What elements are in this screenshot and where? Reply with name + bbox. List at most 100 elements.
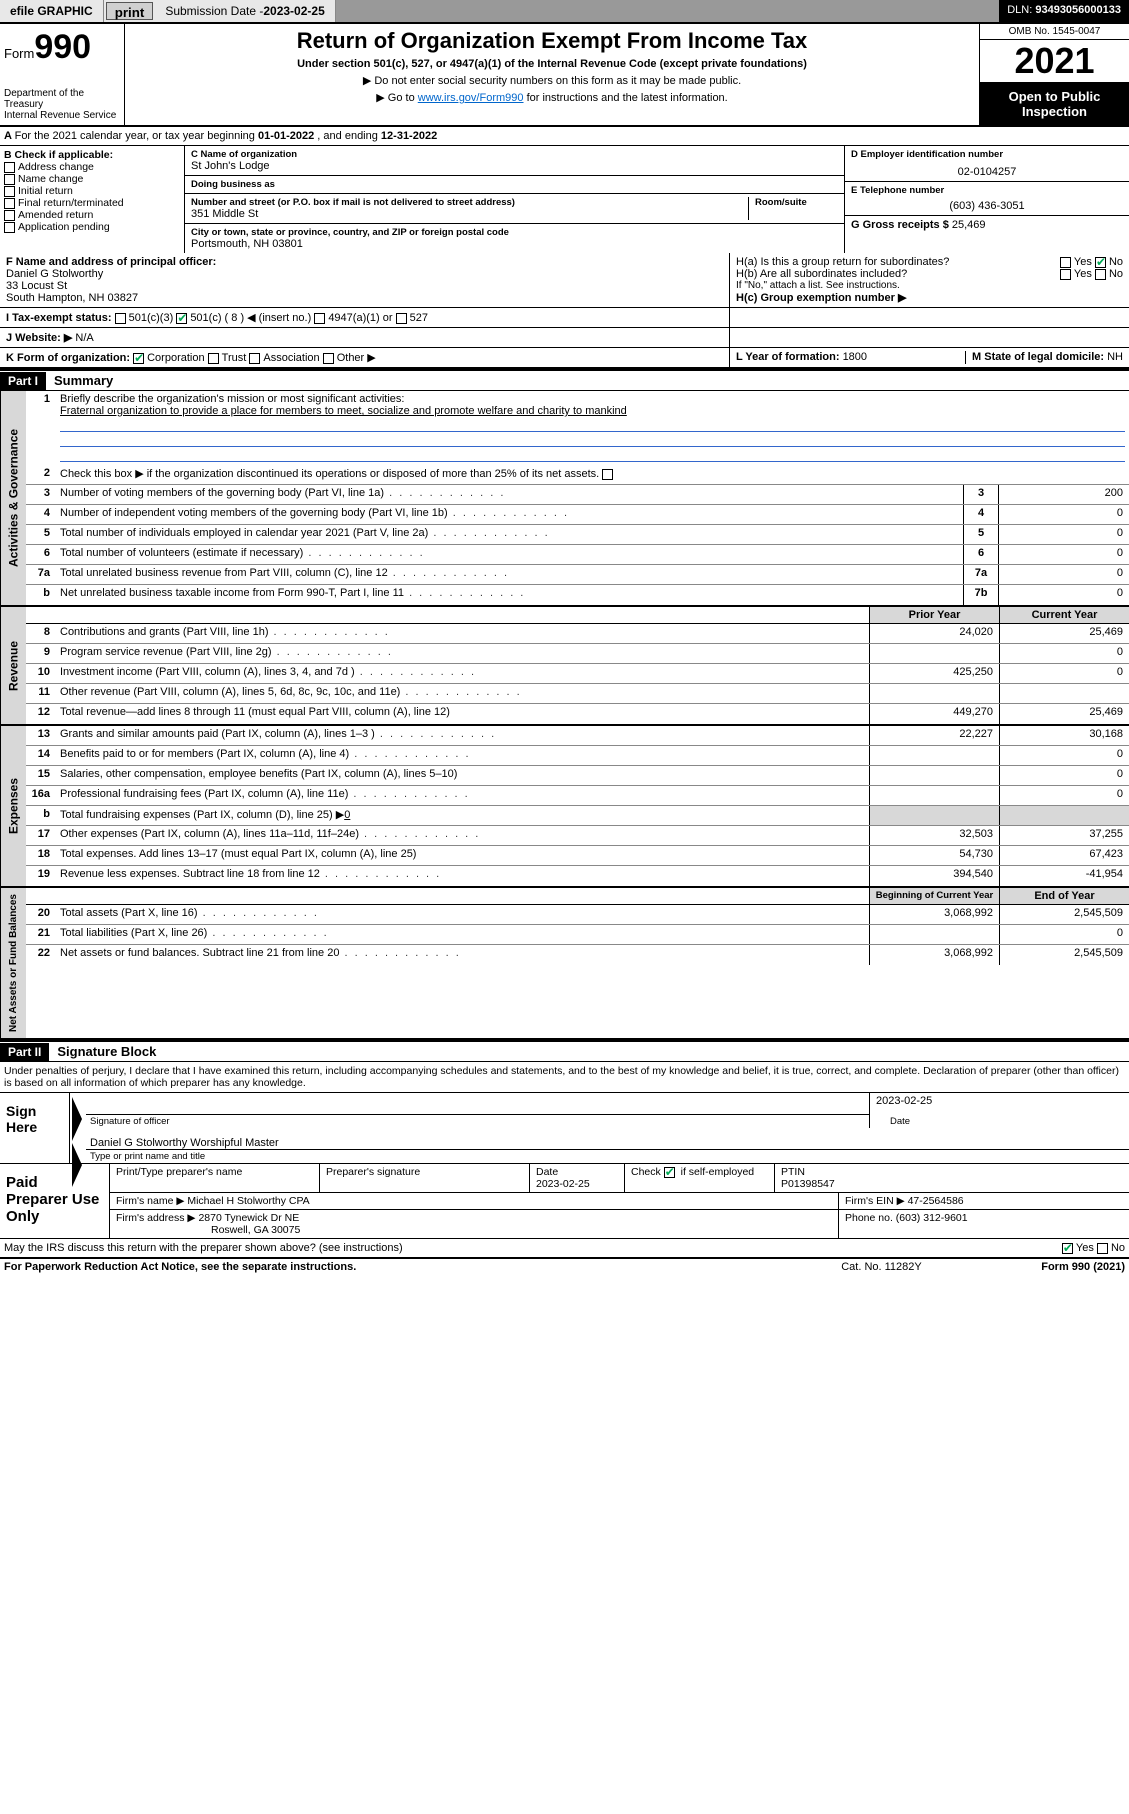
chk-501c3[interactable] — [115, 313, 126, 324]
chk-final[interactable] — [4, 198, 15, 209]
submission-date: 2023-02-25 — [263, 4, 324, 18]
dept-treasury: Department of the Treasury Internal Reve… — [4, 88, 120, 121]
discuss-row: May the IRS discuss this return with the… — [0, 1239, 1129, 1258]
form-header: Form990 Department of the Treasury Inter… — [0, 24, 1129, 127]
c-city-label: City or town, state or province, country… — [191, 227, 838, 238]
chk-discuss-yes[interactable] — [1062, 1243, 1073, 1254]
chk-ha-no[interactable] — [1095, 257, 1106, 268]
j-label: J Website: ▶ — [6, 332, 75, 344]
part2-title: Signature Block — [49, 1042, 164, 1061]
chk-corp[interactable] — [133, 353, 144, 364]
ptin-label: PTIN — [781, 1166, 1123, 1178]
v4: 0 — [999, 505, 1129, 524]
part2-badge: Part II — [0, 1043, 49, 1061]
chk-amended[interactable] — [4, 210, 15, 221]
e21: 0 — [999, 925, 1129, 944]
p11 — [869, 684, 999, 703]
firm-phone: (603) 312-9601 — [896, 1212, 968, 1224]
chk-assoc[interactable] — [249, 353, 260, 364]
top-bar: efile GRAPHIC print Submission Date - 20… — [0, 0, 1129, 24]
gross-receipts: 25,469 — [952, 219, 986, 231]
hb-note: If "No," attach a list. See instructions… — [736, 280, 1123, 291]
chk-address[interactable] — [4, 162, 15, 173]
chk-self-employed[interactable] — [664, 1167, 675, 1178]
hc-label: H(c) Group exemption number ▶ — [736, 291, 1123, 304]
chk-4947[interactable] — [314, 313, 325, 324]
firm-name-label: Firm's name ▶ — [116, 1195, 187, 1207]
paid-preparer-label: Paid Preparer Use Only — [0, 1164, 110, 1238]
chk-discuss-no[interactable] — [1097, 1243, 1108, 1254]
chk-app[interactable] — [4, 222, 15, 233]
p15 — [869, 766, 999, 785]
m-label: M State of legal domicile: — [972, 351, 1107, 363]
v3: 200 — [999, 485, 1129, 504]
mission-text: Fraternal organization to provide a plac… — [60, 405, 627, 417]
chk-name[interactable] — [4, 174, 15, 185]
irs-link[interactable]: www.irs.gov/Form990 — [418, 92, 524, 104]
block-bcdeg: B Check if applicable: Address change Na… — [0, 146, 1129, 253]
b-opt-address: Address change — [4, 161, 180, 173]
b20: 3,068,992 — [869, 905, 999, 924]
section-net-assets: Net Assets or Fund Balances Beginning of… — [0, 888, 1129, 1040]
l4-text: Number of independent voting members of … — [56, 505, 963, 524]
chk-initial[interactable] — [4, 186, 15, 197]
arrow2-pre: ▶ Go to — [376, 92, 417, 104]
b-opt4: Amended return — [18, 209, 93, 221]
c-name-row: C Name of organization St John's Lodge — [185, 146, 844, 176]
prep-row-2: Firm's name ▶ Michael H Stolworthy CPA F… — [110, 1193, 1129, 1210]
section-expenses: Expenses 13Grants and similar amounts pa… — [0, 726, 1129, 888]
line-a-begin: 01-01-2022 — [258, 130, 314, 142]
b-opt3: Final return/terminated — [18, 197, 124, 209]
chk-501c[interactable] — [176, 313, 187, 324]
ha-label: H(a) Is this a group return for subordin… — [736, 256, 949, 268]
chk-527[interactable] — [396, 313, 407, 324]
line-a-pre: For the 2021 calendar year, or tax year … — [15, 130, 258, 142]
submission-seg: Submission Date - 2023-02-25 — [155, 0, 335, 22]
mission-rule — [60, 433, 1125, 447]
pt-date-label: Date — [536, 1166, 618, 1178]
part1-header: Part I Summary — [0, 369, 1129, 391]
l21: Total liabilities (Part X, line 26) — [56, 925, 869, 944]
mission-rule — [60, 448, 1125, 462]
l9: Program service revenue (Part VIII, line… — [56, 644, 869, 663]
form-title: Return of Organization Exempt From Incom… — [133, 28, 971, 54]
chk-ha-yes[interactable] — [1060, 257, 1071, 268]
b21 — [869, 925, 999, 944]
website-value: N/A — [75, 332, 93, 344]
type-name-label: Type or print name and title — [86, 1150, 1129, 1163]
l1-label: Briefly describe the organization's miss… — [60, 393, 404, 405]
chk-other[interactable] — [323, 353, 334, 364]
b-label: B Check if applicable: — [4, 149, 180, 161]
c15: 0 — [999, 766, 1129, 785]
header-left: Form990 Department of the Treasury Inter… — [0, 24, 125, 125]
officer-name: Daniel G Stolworthy — [6, 268, 723, 280]
p18: 54,730 — [869, 846, 999, 865]
print-button[interactable]: print — [106, 2, 154, 20]
officer-addr2: South Hampton, NH 03827 — [6, 292, 723, 304]
pt-date: 2023-02-25 — [536, 1178, 618, 1190]
footer: For Paperwork Reduction Act Notice, see … — [0, 1258, 1129, 1275]
pt-name-label: Print/Type preparer's name — [110, 1164, 320, 1192]
l18: Total expenses. Add lines 13–17 (must eq… — [56, 846, 869, 865]
chk-trust[interactable] — [208, 353, 219, 364]
part2-header: Part II Signature Block — [0, 1040, 1129, 1062]
tab-revenue: Revenue — [0, 607, 26, 724]
declaration-text: Under penalties of perjury, I declare th… — [0, 1062, 1129, 1093]
open-to-public: Open to Public Inspection — [980, 83, 1129, 125]
prior-year-hdr: Prior Year — [869, 607, 999, 623]
c-addr-label: Number and street (or P.O. box if mail i… — [191, 197, 748, 208]
l16b-pre: Total fundraising expenses (Part IX, col… — [60, 809, 344, 821]
chk-hb-no[interactable] — [1095, 269, 1106, 280]
dln-seg: DLN: 93493056000133 — [999, 0, 1129, 22]
b-opt5: Application pending — [18, 221, 110, 233]
chk-hb-yes[interactable] — [1060, 269, 1071, 280]
i-o1: 501(c)(3) — [129, 312, 174, 324]
arrow-icon — [72, 1097, 82, 1141]
e20: 2,545,509 — [999, 905, 1129, 924]
eoy-hdr: End of Year — [999, 888, 1129, 904]
ptin-value: P01398547 — [781, 1178, 1123, 1190]
discuss-no: No — [1111, 1242, 1125, 1254]
omb-number: OMB No. 1545-0047 — [980, 24, 1129, 40]
chk-l2[interactable] — [602, 469, 613, 480]
i-o4: 527 — [410, 312, 428, 324]
